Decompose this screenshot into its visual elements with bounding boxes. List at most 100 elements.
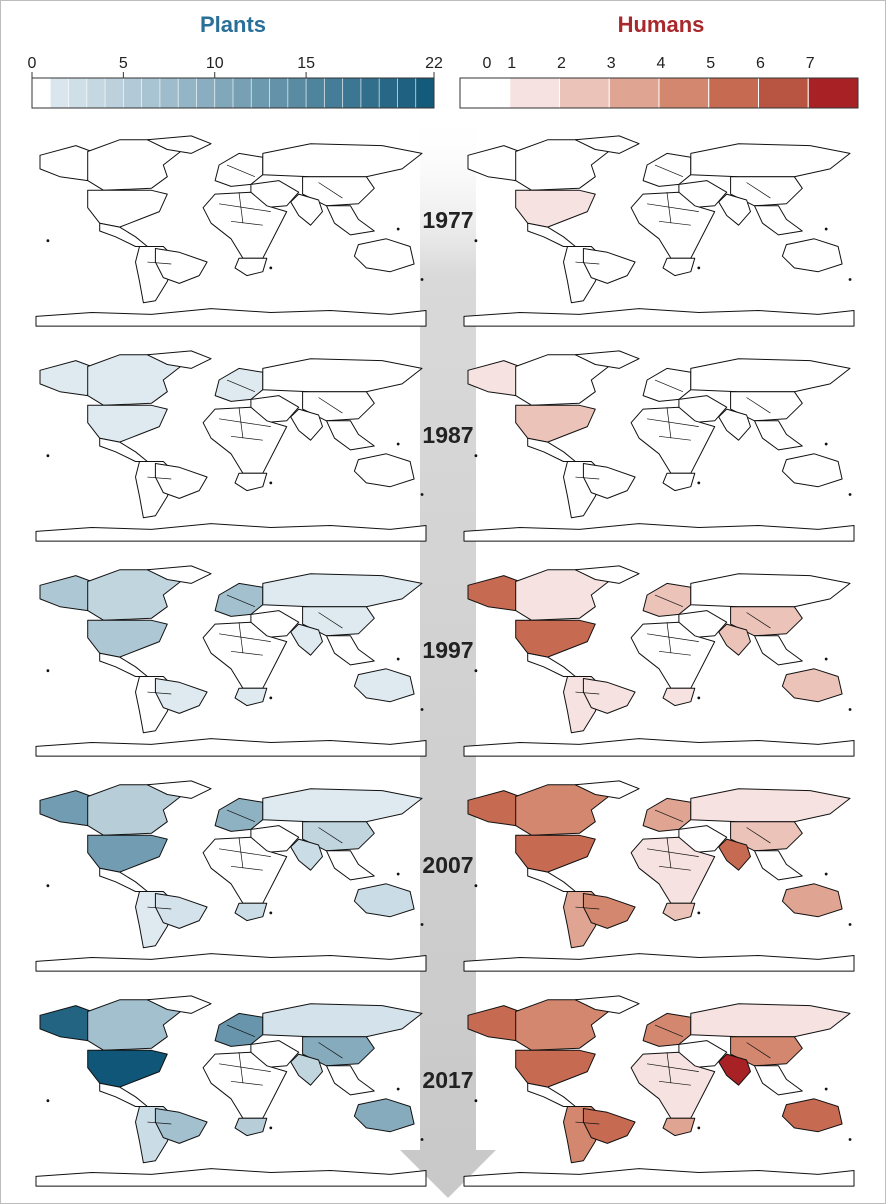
map-region-australia [353, 668, 415, 703]
map-border-line [147, 1121, 172, 1125]
map-region-india [718, 623, 751, 656]
map-border-line [238, 622, 244, 654]
map-border-line [654, 379, 684, 393]
map-region-south-africa [662, 1117, 696, 1137]
year-label-2007: 2007 [422, 852, 473, 878]
map-region-se-asia [754, 1065, 803, 1096]
map-border-line [575, 476, 600, 480]
humans-scale-border [459, 77, 859, 109]
map-region-alaska [39, 790, 93, 827]
map-region-south-africa [662, 257, 696, 277]
plants-scale-step [324, 78, 344, 108]
plants-scale-step [105, 78, 124, 108]
map-region-greenland [146, 780, 212, 799]
map-island [46, 884, 50, 888]
map-region-india [290, 408, 323, 441]
map-region-greenland [574, 135, 640, 154]
map-island [420, 278, 424, 281]
map-border-line [658, 1080, 691, 1086]
map-island [269, 1126, 273, 1130]
map-region-south-africa [234, 687, 268, 707]
map-region-antarctica [463, 953, 855, 972]
map-island [46, 669, 50, 673]
humans-scale-step [559, 77, 610, 109]
map-region-north-america [87, 784, 184, 836]
map-region-australia [781, 238, 843, 273]
humans-scale-tick-label: 0 [483, 55, 492, 72]
map-region-se-asia [754, 205, 803, 236]
plants-2017-map [35, 995, 427, 1187]
map-region-greenland [574, 780, 640, 799]
humans-2007-map [463, 780, 855, 972]
map-island [420, 493, 424, 496]
map-border-line [226, 1024, 256, 1038]
map-region-russia [262, 358, 423, 393]
map-border-line [238, 192, 244, 224]
map-island [474, 884, 478, 888]
plants-scale-step [379, 78, 398, 108]
map-island [474, 454, 478, 458]
plants-1987-map [35, 350, 427, 542]
map-island [396, 872, 400, 876]
map-region-australia [353, 883, 415, 918]
map-region-south-africa [662, 687, 696, 707]
map-border-line [230, 220, 263, 226]
map-island [697, 696, 701, 700]
map-island [697, 266, 701, 270]
map-region-central [99, 867, 148, 892]
map-region-north-america [515, 784, 612, 836]
map-region-russia [262, 788, 423, 823]
map-border-line [230, 435, 263, 441]
plants-scale-step [68, 78, 88, 108]
map-island [848, 1138, 852, 1141]
map-island [848, 708, 852, 711]
map-region-usa [515, 189, 596, 228]
map-border-line [147, 691, 172, 695]
map-region-antarctica [463, 738, 855, 757]
map-region-australia [353, 453, 415, 488]
map-border-line [666, 622, 672, 654]
map-border-line [238, 837, 244, 869]
map-border-line [575, 691, 600, 695]
map-region-brazil [582, 678, 636, 714]
plants-1997-map [35, 565, 427, 757]
map-island [697, 911, 701, 915]
map-border-line [666, 407, 672, 439]
map-border-line [666, 837, 672, 869]
map-region-greenland [146, 135, 212, 154]
plants-scale-tick-label: 0 [28, 55, 37, 72]
map-border-line [226, 594, 256, 608]
map-border-line [666, 192, 672, 224]
plants-scale-step [306, 78, 325, 108]
map-region-south-africa [234, 472, 268, 492]
map-region-north-america [515, 354, 612, 406]
humans-2017-map [463, 995, 855, 1187]
timeline-arrow-shaft [420, 120, 476, 1152]
plants-scale-step [415, 78, 435, 108]
plants-scale-tick-label: 5 [119, 55, 128, 72]
map-border-line [226, 379, 256, 393]
map-region-australia [781, 453, 843, 488]
humans-scale-step [708, 77, 759, 109]
map-region-central [527, 1082, 576, 1107]
map-region-north-america [87, 999, 184, 1051]
map-island [396, 1087, 400, 1091]
map-region-usa [515, 619, 596, 658]
map-region-greenland [574, 350, 640, 369]
map-border-line [230, 650, 263, 656]
map-border-line [575, 906, 600, 910]
map-island [396, 442, 400, 446]
map-border-line [219, 633, 271, 642]
map-border-line [746, 182, 771, 199]
map-region-india [718, 838, 751, 871]
plants-scale-step [50, 78, 70, 108]
plants-scale-step [251, 78, 271, 108]
map-border-line [575, 1121, 600, 1125]
map-island [474, 669, 478, 673]
map-border-line [318, 612, 343, 629]
map-border-line [647, 203, 699, 212]
map-region-india [718, 1053, 751, 1086]
map-border-line [658, 435, 691, 441]
map-island [474, 1099, 478, 1103]
